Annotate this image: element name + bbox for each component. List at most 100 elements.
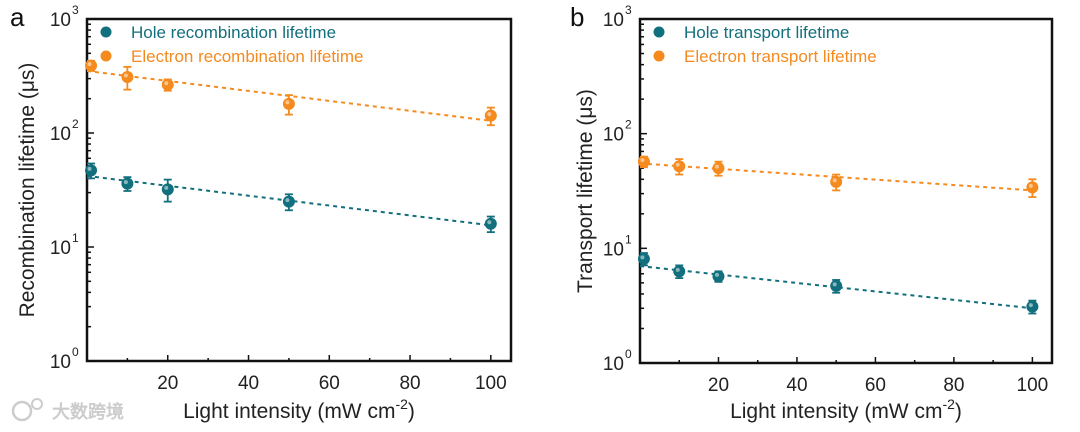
- series-electron: Electron transport lifetime: [637, 47, 1039, 198]
- legend-label: Hole transport lifetime: [684, 23, 849, 42]
- data-point-highlight: [87, 166, 92, 171]
- series-hole: Hole recombination lifetime: [85, 23, 497, 234]
- x-tick-label: 100: [475, 373, 507, 394]
- y-tick-exponent: 2: [625, 118, 632, 132]
- series-electron: Electron recombination lifetime: [85, 47, 497, 127]
- legend-marker: [653, 50, 665, 62]
- y-tick-exponent: 0: [625, 347, 632, 361]
- watermark-text: 大数跨境: [52, 401, 124, 422]
- legend-marker: [100, 50, 112, 62]
- x-tick-label: 40: [238, 373, 259, 394]
- x-axis-label-sup: -2: [942, 396, 955, 412]
- legend-label: Electron recombination lifetime: [131, 47, 363, 66]
- x-tick-label: 60: [865, 375, 886, 396]
- data-point-highlight: [123, 73, 128, 78]
- data-point-highlight: [285, 100, 290, 105]
- x-axis-label: Light intensity (mW cm-2): [183, 396, 415, 423]
- y-tick-exponent: 0: [72, 345, 79, 359]
- y-tick-exponent: 3: [625, 3, 632, 17]
- data-point-highlight: [285, 198, 290, 203]
- y-tick-label: 10: [603, 354, 624, 375]
- legend-label: Hole recombination lifetime: [131, 23, 336, 42]
- data-point-highlight: [87, 62, 92, 67]
- data-point-highlight: [487, 220, 492, 225]
- y-tick-label: 10: [603, 125, 624, 146]
- y-tick-exponent: 2: [72, 117, 79, 131]
- data-point-highlight: [640, 255, 645, 260]
- data-point-highlight: [832, 282, 837, 287]
- data-point: [282, 195, 295, 208]
- data-point: [121, 70, 134, 83]
- data-point: [161, 183, 174, 196]
- data-point: [712, 270, 725, 283]
- x-tick-label: 100: [1017, 375, 1049, 396]
- x-tick-label: 80: [943, 375, 964, 396]
- data-point: [484, 109, 497, 122]
- data-point: [1026, 300, 1039, 313]
- legend-marker: [653, 26, 665, 38]
- data-point-highlight: [832, 178, 837, 183]
- data-point-highlight: [164, 81, 169, 86]
- panel-label: b: [570, 2, 584, 32]
- data-point-highlight: [675, 267, 680, 272]
- x-axis-label-sup: -2: [395, 396, 408, 412]
- x-tick-label: 80: [399, 373, 420, 394]
- data-point-highlight: [714, 272, 719, 277]
- data-point: [484, 217, 497, 230]
- data-point: [712, 162, 725, 175]
- data-point-highlight: [1028, 303, 1033, 308]
- data-point-highlight: [123, 180, 128, 185]
- series-hole: Hole transport lifetime: [637, 23, 1039, 315]
- x-axis-label: Light intensity (mW cm-2): [730, 396, 962, 423]
- fit-line: [639, 265, 1033, 310]
- data-point: [673, 265, 686, 278]
- plot-frame: [85, 17, 513, 363]
- data-point: [673, 160, 686, 173]
- y-tick-label: 10: [603, 10, 624, 31]
- data-point-highlight: [487, 112, 492, 117]
- data-point-highlight: [640, 158, 645, 163]
- x-tick-label: 20: [708, 375, 729, 396]
- plot-frame: [638, 17, 1054, 365]
- y-tick-label: 10: [50, 10, 71, 31]
- fit-line: [639, 162, 1033, 192]
- x-tick-label: 20: [157, 373, 178, 394]
- data-point: [282, 97, 295, 110]
- watermark-logo-icon: [11, 400, 33, 422]
- data-point: [830, 279, 843, 292]
- data-point: [830, 175, 843, 188]
- x-tick-label: 60: [319, 373, 340, 394]
- x-axis-label-text: Light intensity (mW cm: [183, 400, 395, 423]
- y-tick-label: 10: [50, 352, 71, 373]
- data-point-highlight: [1028, 183, 1033, 188]
- data-point: [637, 155, 650, 168]
- y-tick-exponent: 3: [72, 3, 79, 17]
- watermark: 大数跨境: [11, 398, 124, 422]
- data-point: [1026, 181, 1039, 194]
- data-point-highlight: [675, 162, 680, 167]
- x-tick-label: 40: [786, 375, 807, 396]
- data-point-highlight: [714, 164, 719, 169]
- x-axis-label-end: ): [408, 400, 415, 423]
- y-tick-label: 10: [50, 238, 71, 259]
- data-point: [121, 177, 134, 190]
- y-axis-label: Recombination lifetime (μs): [16, 63, 39, 318]
- data-point: [85, 59, 98, 72]
- panel-label: a: [10, 2, 25, 32]
- legend-label: Electron transport lifetime: [684, 47, 877, 66]
- y-tick-label: 10: [603, 239, 624, 260]
- data-point: [85, 164, 98, 177]
- legend-marker: [100, 26, 112, 38]
- x-axis-label-end: ): [955, 400, 962, 423]
- watermark-logo-icon: [31, 398, 43, 410]
- data-point: [161, 78, 174, 91]
- data-point-highlight: [164, 185, 169, 190]
- y-axis-label: Transport lifetime (μs): [574, 89, 597, 293]
- y-tick-exponent: 1: [625, 232, 632, 246]
- y-tick-label: 10: [50, 124, 71, 145]
- x-axis-label-text: Light intensity (mW cm: [730, 400, 942, 423]
- y-tick-exponent: 1: [72, 231, 79, 245]
